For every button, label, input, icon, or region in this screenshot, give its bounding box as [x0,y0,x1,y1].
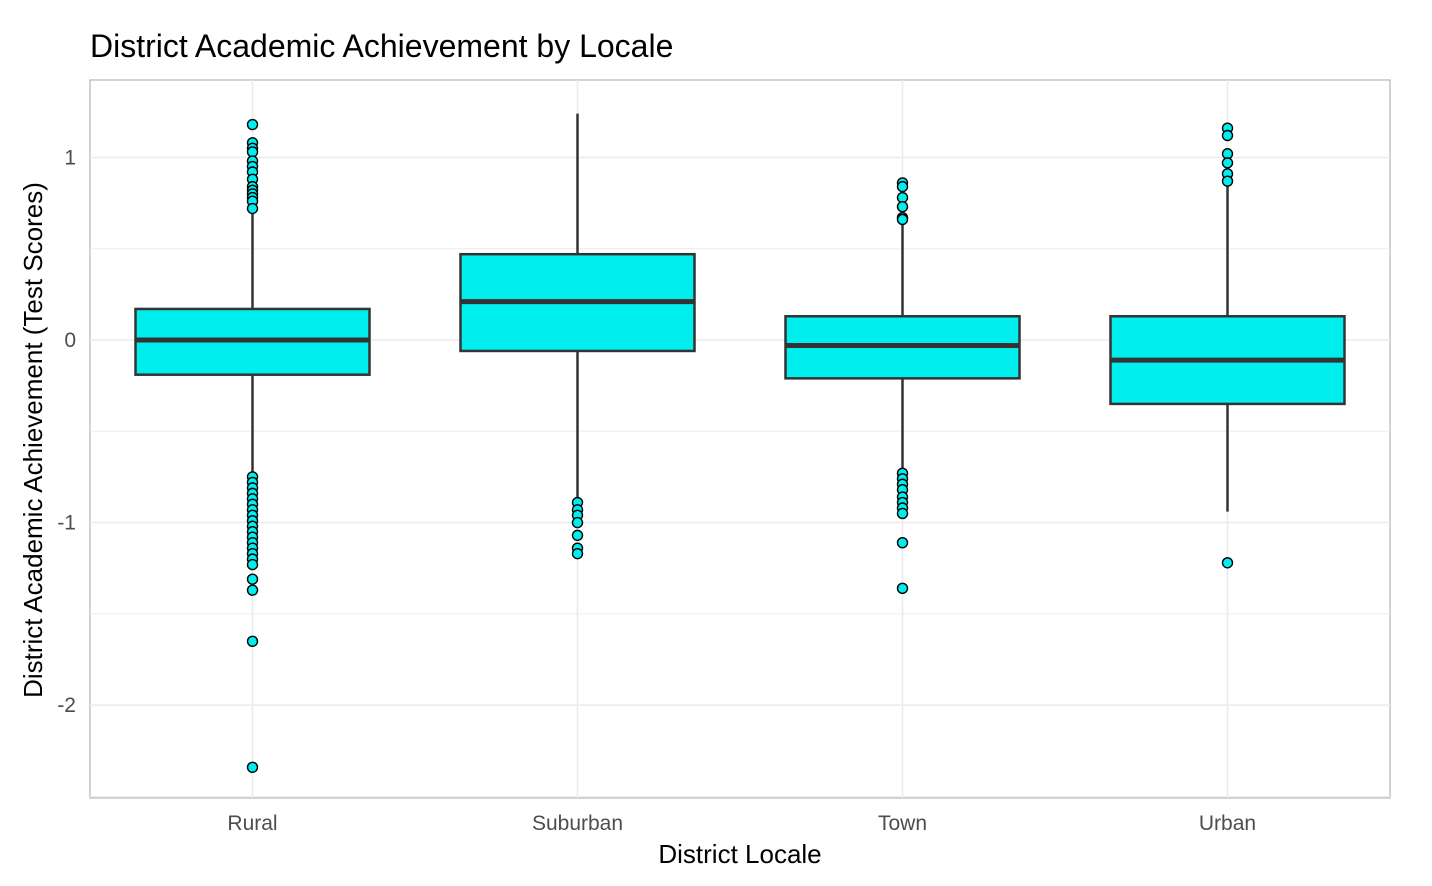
outlier-point [571,529,584,542]
outlier-point [896,213,909,226]
outlier-point [896,180,909,193]
outlier-point [1221,557,1234,569]
x-tick-label: Suburban [532,812,623,835]
outlier-point [896,582,909,595]
plot-panel [89,79,1391,799]
x-axis-title: District Locale [658,839,821,869]
box-urban [1109,122,1346,569]
outlier-point [1221,157,1234,169]
outlier-point [246,584,259,596]
tick-labels: -2 -1 0 1 Rural Suburban Town Urban [57,146,1256,835]
chart-title: District Academic Achievement by Locale [90,28,673,64]
box-rural [134,118,371,773]
outlier-point [896,507,909,520]
y-tick-label: -1 [57,512,76,535]
outlier-point [1221,129,1234,142]
outlier-point [246,558,259,571]
outlier-point [1221,175,1234,187]
boxes-layer [134,113,1346,773]
x-tick-label: Town [878,812,927,835]
y-tick-label: -2 [57,694,76,717]
outlier-point [246,761,259,773]
outlier-point [246,202,259,215]
outlier-point [896,201,909,213]
outlier-point [246,573,259,585]
outlier-point [571,516,584,529]
x-tick-label: Urban [1199,812,1256,835]
outlier-point [246,118,259,131]
x-tick-label: Rural [227,812,277,835]
y-tick-label: 0 [64,329,76,352]
outlier-point [246,635,259,647]
y-axis-title: District Academic Achievement (Test Scor… [18,182,48,698]
box-suburban [459,113,696,560]
y-tick-label: 1 [64,146,76,169]
box-town [784,177,1021,595]
outlier-point [571,547,584,560]
outlier-point [896,536,909,549]
